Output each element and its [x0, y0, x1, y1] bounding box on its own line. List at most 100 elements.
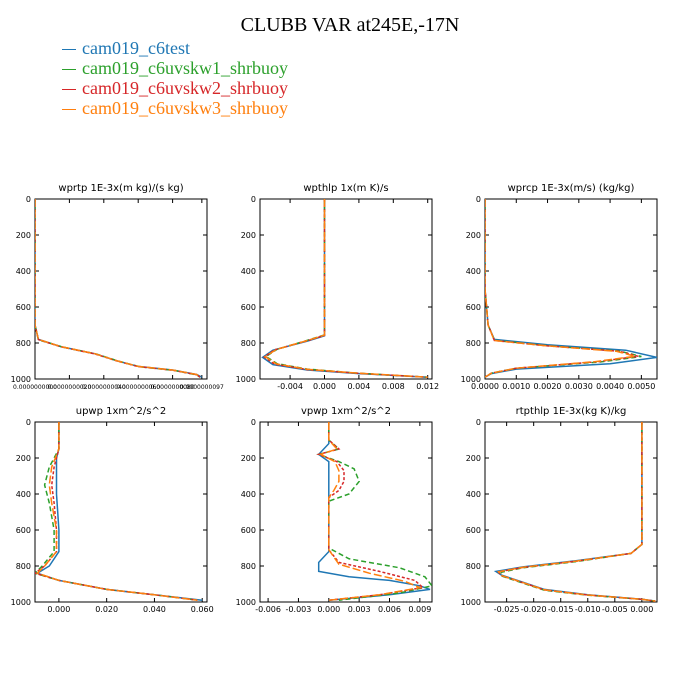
x-tick-label: -0.015	[548, 605, 574, 614]
y-tick-label: 200	[16, 231, 31, 240]
series-line	[35, 422, 198, 601]
x-tick-label: 0.000	[317, 605, 340, 614]
series-line	[485, 199, 636, 378]
y-tick-label: 400	[466, 267, 481, 276]
y-tick-label: 1000	[236, 598, 256, 607]
series-line	[497, 422, 656, 602]
series-line	[35, 199, 201, 378]
series-line	[35, 199, 201, 378]
x-tick-label: 0.0000000040	[82, 384, 126, 391]
y-tick-label: 1000	[461, 598, 481, 607]
y-tick-label: 600	[16, 526, 31, 535]
x-tick-label: 0.0000	[471, 382, 499, 391]
y-tick-label: 0	[26, 418, 31, 427]
plot-panel: wprcp 1E-3x(m/s) (kg/kg) 0 200 400 600 800 100…	[461, 183, 658, 391]
x-tick-label: 0.012	[416, 382, 439, 391]
y-tick-label: 800	[16, 339, 31, 348]
plot-frame	[259, 421, 433, 603]
y-tick-label: 0	[251, 195, 256, 204]
y-tick-label: 600	[466, 303, 481, 312]
y-tick-label: 600	[241, 526, 256, 535]
plot-panel: vpwp 1xm^2/s^2 0 200 400 600 800 1000-0.006 -0.…	[236, 406, 433, 614]
y-tick-label: 200	[241, 231, 256, 240]
x-tick-label: -0.025	[494, 605, 520, 614]
x-tick-label: 0.020	[95, 605, 118, 614]
x-tick-label: 0.008	[382, 382, 405, 391]
plot-frame	[259, 198, 433, 380]
panel-title: wprtp 1E-3x(m kg)/(s kg)	[58, 183, 183, 194]
x-tick-label: 0.0020	[534, 382, 562, 391]
series-line	[35, 199, 203, 378]
y-tick-label: 800	[241, 339, 256, 348]
y-tick-label: 200	[466, 454, 481, 463]
legend-swatch-icon	[62, 89, 76, 91]
x-tick-label: -0.006	[255, 605, 281, 614]
legend-label: cam019_c6test	[82, 38, 190, 58]
plot-panel: wpthlp 1x(m K)/s 0 200 400 600 800 1000 -0.004 0…	[236, 183, 440, 391]
legend-item: cam019_c6uvskw2_shrbuoy	[62, 78, 288, 98]
x-tick-label: 0.040	[143, 605, 166, 614]
panel-title: upwp 1xm^2/s^2	[76, 406, 166, 417]
legend-item: cam019_c6uvskw3_shrbuoy	[62, 98, 288, 118]
x-tick-label: 0.0000000000	[13, 384, 57, 391]
panel-title: vpwp 1xm^2/s^2	[301, 406, 391, 417]
plot-panel: upwp 1xm^2/s^2 0 200 400 600 800 1000 0.000 0.02…	[11, 406, 214, 614]
legend-label: cam019_c6uvskw3_shrbuoy	[82, 98, 288, 118]
y-tick-label: 0	[251, 418, 256, 427]
plot-panel: rtpthlp 1E-3x(kg K)/kg 0 200 400 600 800 1000 -…	[461, 406, 658, 614]
legend-swatch-icon	[62, 69, 76, 71]
x-tick-label: -0.010	[575, 605, 601, 614]
x-tick-label: -0.004	[277, 382, 303, 391]
y-tick-label: 800	[16, 562, 31, 571]
series-line	[263, 199, 428, 378]
x-tick-label: 0.060	[191, 605, 214, 614]
y-tick-label: 1000	[236, 375, 256, 384]
x-tick-label: -0.003	[286, 605, 312, 614]
y-tick-label: 400	[16, 490, 31, 499]
y-tick-label: 400	[241, 267, 256, 276]
x-tick-label: 0.0000000097	[180, 384, 224, 391]
series-line	[264, 199, 428, 378]
series-line	[493, 422, 656, 602]
y-tick-label: 0	[476, 418, 481, 427]
y-tick-label: 600	[241, 303, 256, 312]
y-tick-label: 400	[241, 490, 256, 499]
y-tick-label: 400	[466, 490, 481, 499]
x-tick-label: 0.004	[347, 382, 370, 391]
x-tick-label: -0.005	[602, 605, 628, 614]
plot-frame	[34, 198, 208, 380]
y-tick-label: 0	[26, 195, 31, 204]
series-line	[485, 199, 657, 378]
x-tick-label: -0.020	[521, 605, 547, 614]
y-tick-label: 1000	[461, 375, 481, 384]
x-tick-label: 0.0010	[502, 382, 530, 391]
y-tick-label: 0	[476, 195, 481, 204]
plot-frame	[34, 421, 208, 603]
series-line	[497, 422, 656, 602]
plot-frame	[484, 421, 658, 603]
y-tick-label: 200	[16, 454, 31, 463]
panel-title: wprcp 1E-3x(m/s) (kg/kg)	[508, 183, 635, 194]
y-tick-label: 200	[466, 231, 481, 240]
y-tick-label: 800	[241, 562, 256, 571]
legend-swatch-icon	[62, 49, 76, 51]
panel-title: wpthlp 1x(m K)/s	[303, 183, 388, 194]
x-tick-label: 0.0000000060	[116, 384, 160, 391]
series-line	[318, 422, 423, 601]
series-line	[262, 199, 428, 378]
x-tick-label: 0.0000000020	[47, 384, 91, 391]
series-line	[261, 199, 428, 378]
series-line	[35, 422, 203, 601]
plot-panel: wprtp 1E-3x(m kg)/(s kg) 0 200 400 600 800 100…	[11, 183, 224, 391]
panel-title: rtpthlp 1E-3x(kg K)/kg	[516, 406, 627, 417]
y-tick-label: 1000	[11, 375, 31, 384]
x-tick-label: 0.000	[630, 605, 653, 614]
series-line	[500, 422, 656, 602]
legend-label: cam019_c6uvskw1_shrbuoy	[82, 58, 288, 78]
figure-title: CLUBB VAR at245E,-17N	[240, 14, 460, 36]
y-tick-label: 800	[466, 562, 481, 571]
legend: cam019_c6test cam019_c6uvskw1_shrbuoy ca…	[62, 38, 288, 118]
y-tick-label: 200	[241, 454, 256, 463]
x-tick-label: 0.000	[313, 382, 336, 391]
